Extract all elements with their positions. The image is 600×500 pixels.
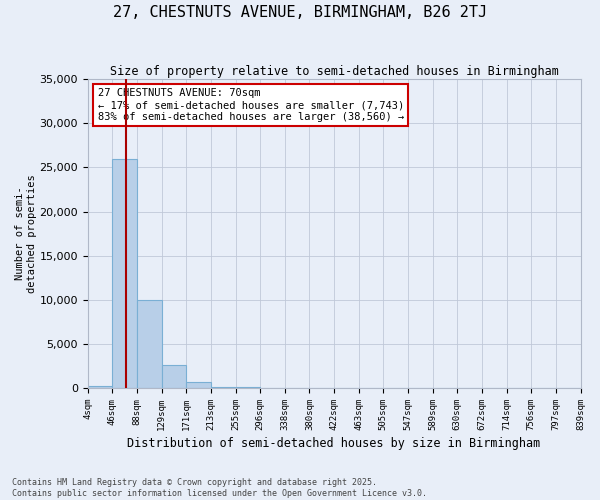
Bar <box>186 382 211 388</box>
Text: 27, CHESTNUTS AVENUE, BIRMINGHAM, B26 2TJ: 27, CHESTNUTS AVENUE, BIRMINGHAM, B26 2T… <box>113 5 487 20</box>
X-axis label: Distribution of semi-detached houses by size in Birmingham: Distribution of semi-detached houses by … <box>127 437 541 450</box>
Bar <box>161 365 186 388</box>
Bar <box>112 158 137 388</box>
Bar <box>211 387 236 388</box>
Bar <box>137 300 161 388</box>
Text: 27 CHESTNUTS AVENUE: 70sqm
← 17% of semi-detached houses are smaller (7,743)
83%: 27 CHESTNUTS AVENUE: 70sqm ← 17% of semi… <box>98 88 404 122</box>
Text: Contains HM Land Registry data © Crown copyright and database right 2025.
Contai: Contains HM Land Registry data © Crown c… <box>12 478 427 498</box>
Bar <box>88 386 112 388</box>
Title: Size of property relative to semi-detached houses in Birmingham: Size of property relative to semi-detach… <box>110 65 559 78</box>
Y-axis label: Number of semi-
detached properties: Number of semi- detached properties <box>15 174 37 293</box>
